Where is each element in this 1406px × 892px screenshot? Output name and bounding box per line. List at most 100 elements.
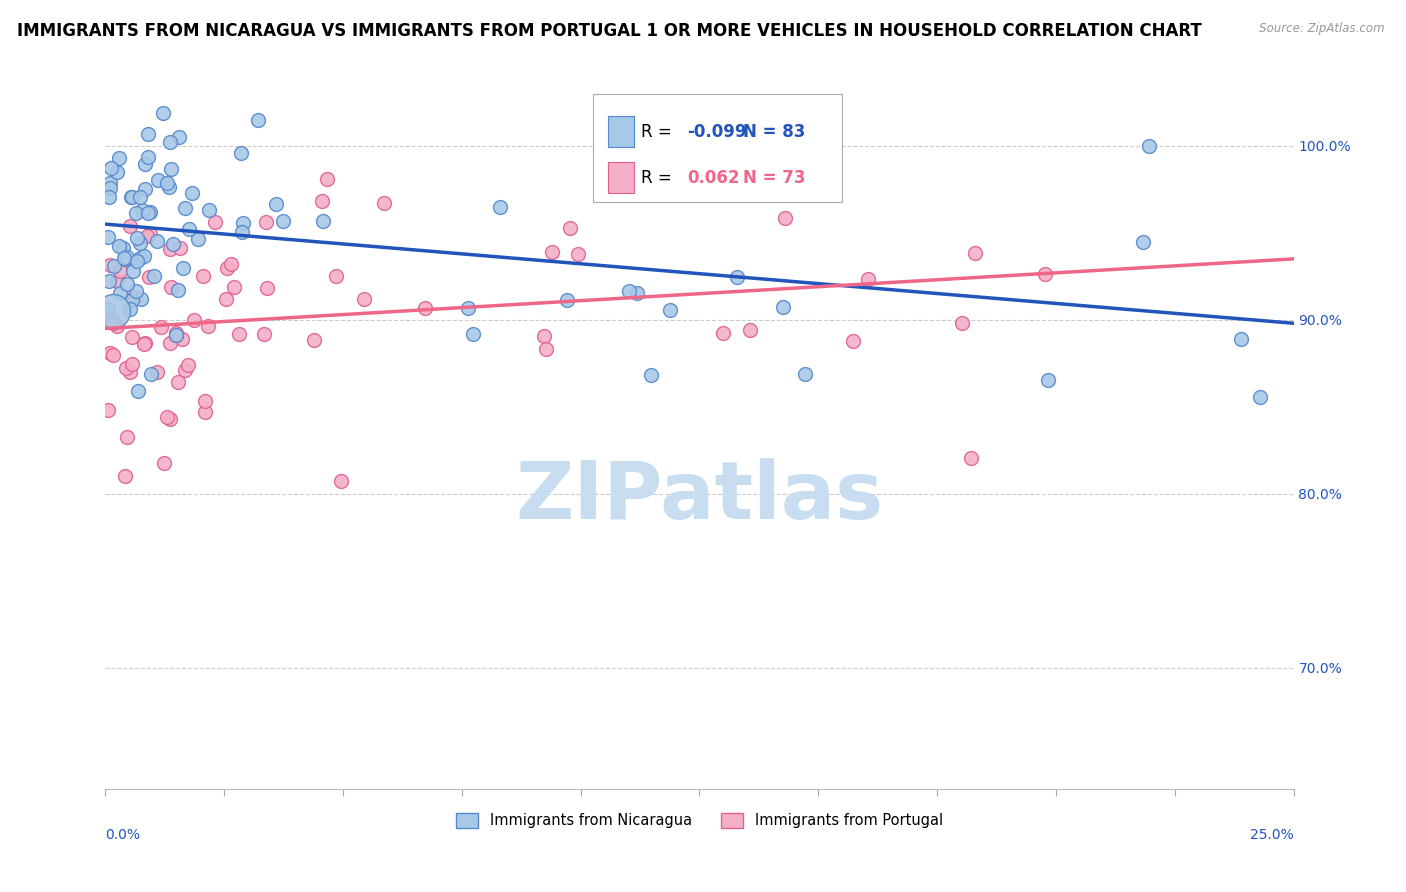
Point — [125, 285, 148, 299]
Point — [107, 239, 129, 253]
Point — [134, 157, 156, 171]
Text: 0.0%: 0.0% — [105, 828, 141, 842]
Text: -0.099: -0.099 — [688, 123, 747, 141]
Point — [98, 180, 121, 194]
Point — [136, 229, 159, 244]
Point — [463, 326, 485, 341]
Point — [960, 451, 983, 466]
Point — [231, 216, 253, 230]
Point — [131, 292, 153, 306]
Point — [169, 241, 191, 255]
Point — [165, 328, 187, 343]
Point — [138, 227, 160, 242]
Point — [98, 190, 121, 204]
Point — [138, 269, 160, 284]
Point — [159, 242, 181, 256]
Point — [560, 221, 582, 235]
Point — [129, 190, 152, 204]
Point — [165, 327, 187, 342]
Point — [159, 412, 181, 426]
Point — [118, 365, 141, 379]
Point — [136, 128, 159, 142]
Point — [145, 234, 167, 248]
Point — [1132, 235, 1154, 249]
Point — [110, 285, 132, 300]
Point — [160, 280, 183, 294]
Point — [115, 430, 138, 444]
Point — [125, 254, 148, 268]
Point — [128, 235, 150, 250]
Point — [114, 360, 136, 375]
Point — [112, 251, 135, 265]
Point — [134, 336, 156, 351]
Point — [253, 326, 276, 341]
Point — [217, 260, 239, 275]
Point — [157, 180, 180, 194]
Point — [112, 242, 135, 256]
Point — [142, 268, 165, 283]
Point — [162, 237, 184, 252]
Point — [98, 346, 121, 360]
Point — [159, 335, 181, 350]
Point — [105, 275, 128, 289]
Point — [136, 150, 159, 164]
Point — [772, 301, 794, 315]
Point — [139, 367, 162, 381]
Text: N = 73: N = 73 — [744, 169, 806, 186]
Point — [177, 358, 200, 372]
Point — [174, 363, 197, 377]
Point — [150, 319, 173, 334]
Point — [1249, 390, 1271, 404]
Point — [121, 330, 143, 344]
Text: R =: R = — [641, 123, 678, 141]
Point — [131, 203, 153, 218]
Point — [198, 202, 221, 217]
Point — [97, 274, 120, 288]
Point — [105, 165, 128, 179]
Point — [194, 405, 217, 419]
Point — [122, 290, 145, 304]
Point — [146, 365, 169, 379]
Point — [222, 279, 245, 293]
Point — [617, 284, 640, 298]
Point — [626, 285, 648, 300]
Point — [121, 293, 143, 308]
Point — [115, 251, 138, 265]
Bar — [607, 161, 634, 194]
FancyBboxPatch shape — [592, 94, 842, 202]
Point — [127, 384, 149, 398]
Point — [219, 256, 242, 270]
Text: IMMIGRANTS FROM NICARAGUA VS IMMIGRANTS FROM PORTUGAL 1 OR MORE VEHICLES IN HOUS: IMMIGRANTS FROM NICARAGUA VS IMMIGRANTS … — [17, 22, 1202, 40]
Point — [254, 214, 277, 228]
Point — [98, 258, 121, 272]
Text: ZIPatlas: ZIPatlas — [516, 458, 883, 536]
Point — [159, 135, 181, 149]
Point — [172, 260, 194, 275]
Point — [114, 469, 136, 483]
Point — [156, 409, 179, 424]
Point — [152, 105, 174, 120]
Point — [103, 259, 125, 273]
Point — [160, 162, 183, 177]
Point — [640, 368, 662, 382]
Point — [740, 323, 762, 337]
Point — [187, 232, 209, 246]
Bar — [607, 116, 634, 147]
Point — [118, 219, 141, 234]
Point — [125, 206, 148, 220]
Point — [101, 304, 124, 318]
Point — [1139, 139, 1161, 153]
Point — [312, 213, 335, 227]
Point — [127, 230, 149, 244]
Text: 0.062: 0.062 — [688, 169, 740, 186]
Point — [115, 277, 138, 292]
Point — [266, 197, 288, 211]
Point — [146, 173, 169, 187]
Point — [128, 251, 150, 265]
Point — [180, 186, 202, 201]
Point — [166, 375, 188, 389]
Point — [108, 151, 131, 165]
Point — [567, 246, 589, 260]
Point — [1230, 332, 1253, 346]
Point — [858, 272, 880, 286]
